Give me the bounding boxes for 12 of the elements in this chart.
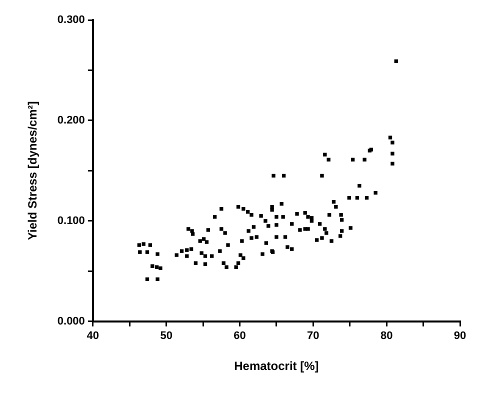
x-tick-label: 70: [307, 330, 320, 342]
y-tick-label: 0.200: [57, 114, 85, 126]
y-tick-label: 0.300: [57, 14, 85, 26]
y-tick-label: 0.000: [57, 315, 85, 328]
x-tick-label: 50: [160, 330, 172, 342]
y-axis-title: Yield Stress [dynes/cm²]: [26, 101, 40, 240]
x-tick-label: 40: [86, 330, 100, 342]
x-tick-label: 90: [454, 330, 466, 342]
x-tick-label: 60: [234, 330, 246, 342]
x-tick-label: 80: [380, 330, 393, 342]
x-axis-title: Hematocrit [%]: [234, 359, 319, 374]
y-tick-label: 0.100: [57, 214, 85, 227]
